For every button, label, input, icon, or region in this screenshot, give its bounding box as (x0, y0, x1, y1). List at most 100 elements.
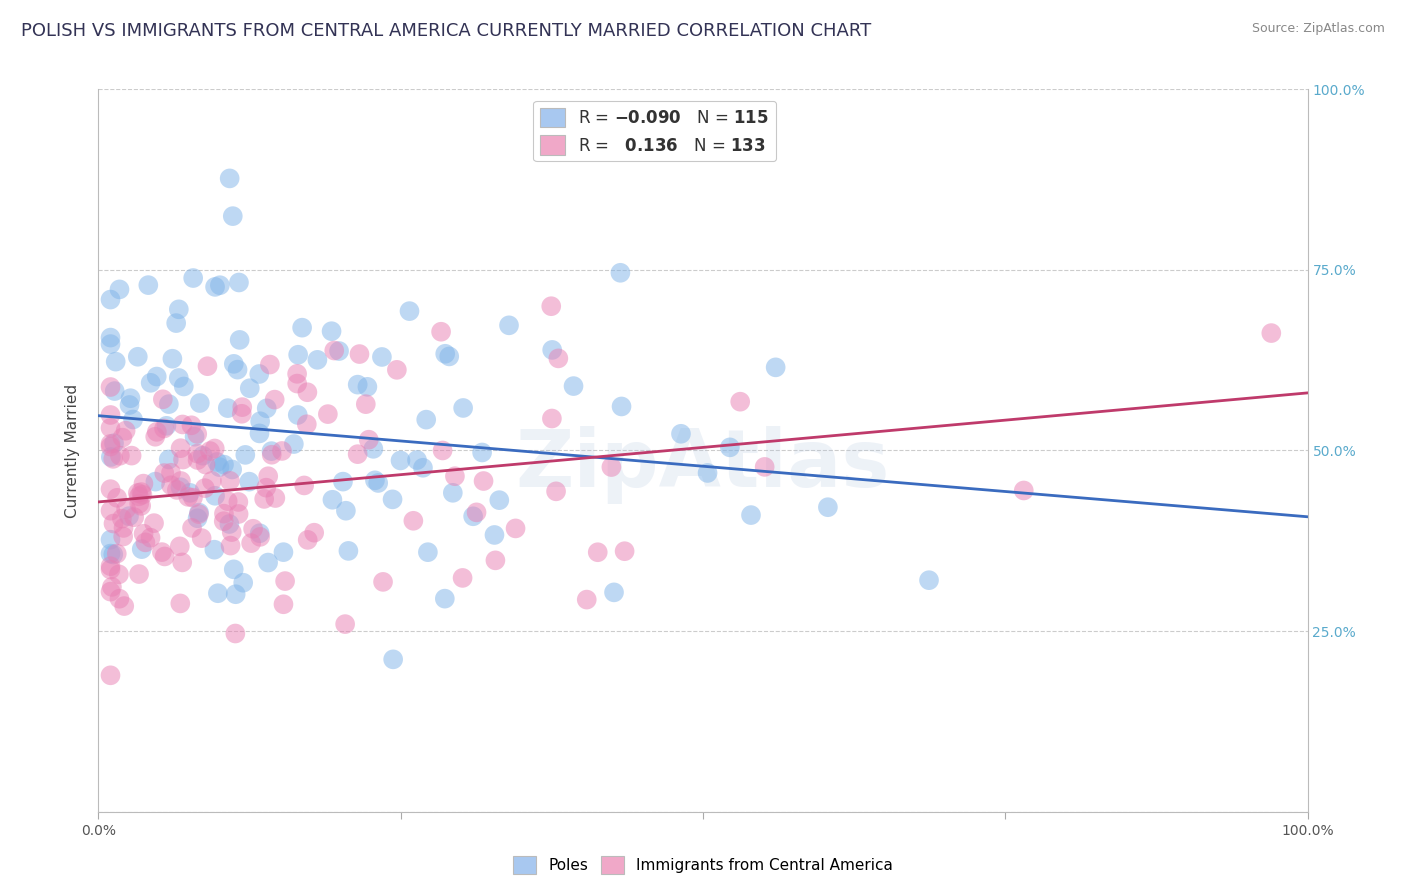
Point (108, 591, 131, 606)
Point (264, 491, 287, 505)
Point (263, 392, 285, 407)
Point (328, 344, 350, 359)
Point (108, 282, 131, 296)
Point (166, 483, 188, 497)
Point (218, 516, 240, 531)
Point (240, 536, 263, 550)
Point (371, 574, 394, 589)
Point (190, 531, 212, 545)
Point (131, 488, 153, 502)
Point (204, 442, 226, 456)
Point (233, 448, 256, 462)
Point (718, 441, 741, 455)
Point (111, 431, 134, 445)
Point (321, 492, 343, 507)
Point (249, 414, 271, 428)
Y-axis label: Currently Married: Currently Married (65, 384, 80, 517)
Point (295, 417, 318, 432)
Point (274, 574, 297, 588)
Point (165, 316, 187, 330)
Point (186, 426, 208, 441)
Point (187, 507, 209, 521)
Point (603, 585, 626, 599)
Point (323, 343, 346, 358)
Point (169, 441, 191, 455)
Point (472, 474, 495, 488)
Point (198, 444, 221, 458)
Point (100, 408, 122, 422)
Point (918, 573, 941, 587)
Point (228, 276, 250, 290)
Point (157, 397, 180, 411)
Point (367, 475, 389, 490)
Point (381, 492, 404, 507)
Point (740, 508, 762, 522)
Point (451, 401, 474, 415)
Point (100, 482, 122, 496)
Point (484, 553, 506, 567)
Point (128, 489, 150, 503)
Point (217, 401, 239, 416)
Point (132, 476, 155, 491)
Point (349, 347, 371, 361)
Point (131, 542, 153, 557)
Point (114, 424, 136, 438)
Point (191, 449, 214, 463)
Point (129, 499, 152, 513)
Point (287, 408, 309, 422)
Point (205, 455, 228, 469)
Point (145, 475, 167, 489)
Point (100, 437, 122, 451)
Point (402, 514, 425, 528)
Point (112, 521, 135, 535)
Point (541, 343, 564, 357)
Point (101, 580, 124, 594)
Point (273, 545, 295, 559)
Point (129, 485, 152, 500)
Point (100, 450, 122, 464)
Point (337, 544, 360, 558)
Point (398, 304, 420, 318)
Point (415, 412, 437, 426)
Point (412, 460, 434, 475)
Point (488, 493, 510, 508)
Point (100, 563, 122, 577)
Point (139, 376, 162, 390)
Point (153, 466, 176, 480)
Point (188, 506, 211, 520)
Point (1260, 326, 1282, 340)
Point (273, 597, 295, 611)
Point (169, 480, 191, 494)
Point (118, 398, 141, 412)
Point (132, 526, 155, 541)
Point (219, 539, 242, 553)
Point (160, 478, 183, 492)
Point (155, 418, 177, 433)
Point (222, 357, 245, 371)
Point (121, 449, 143, 463)
Point (112, 529, 135, 543)
Point (463, 509, 485, 524)
Point (297, 533, 319, 547)
Point (544, 484, 567, 499)
Point (307, 352, 329, 367)
Point (150, 545, 173, 559)
Point (242, 522, 264, 536)
Point (239, 381, 262, 395)
Point (416, 545, 439, 559)
Point (600, 460, 623, 475)
Point (100, 380, 122, 394)
Point (434, 347, 457, 361)
Point (228, 507, 250, 521)
Point (221, 462, 243, 476)
Point (382, 652, 405, 666)
Point (356, 380, 378, 394)
Point (173, 379, 195, 393)
Point (439, 350, 461, 364)
Point (346, 447, 368, 461)
Point (505, 521, 527, 535)
Point (1012, 483, 1035, 498)
Point (249, 530, 271, 544)
Point (201, 474, 224, 488)
Point (222, 562, 245, 576)
